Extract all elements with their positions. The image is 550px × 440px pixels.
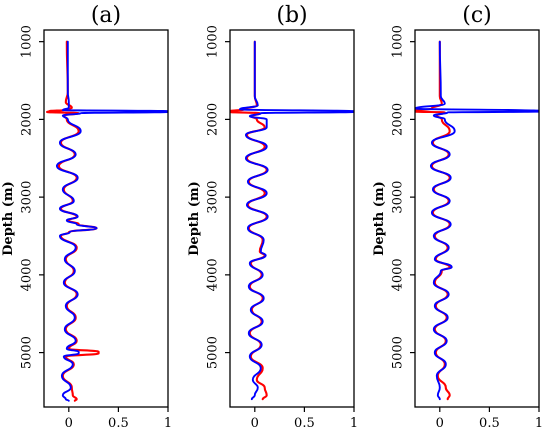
y-tick-label: 1000: [20, 25, 35, 58]
traces: [230, 40, 354, 401]
series-red-line: [45, 40, 100, 402]
y-tick-label: 3000: [391, 181, 406, 214]
panel-c: (c) Depth (m) 1000 2000 3000 4000 5000 0 0.5 1: [372, 3, 543, 431]
y-tick-label: 2000: [20, 103, 35, 136]
y-tick-label: 5000: [20, 336, 35, 369]
traces: [45, 40, 168, 402]
series-blue-line: [238, 40, 354, 401]
y-tick-label: 4000: [391, 258, 406, 291]
y-tick-label: 5000: [391, 336, 406, 369]
x-tick-label: 1: [164, 416, 172, 431]
y-axis-label: Depth (m): [187, 181, 202, 256]
y-tick-label: 2000: [206, 103, 221, 136]
x-tick-label: 0: [65, 416, 73, 431]
y-tick-label: 5000: [206, 336, 221, 369]
plot-frame: [414, 29, 540, 408]
traces: [415, 40, 539, 401]
x-tick-label: 1: [350, 416, 358, 431]
panel-title: (c): [462, 3, 492, 28]
y-tick-label: 2000: [391, 103, 406, 136]
series-blue-line: [55, 40, 168, 402]
y-tick-label: 1000: [206, 25, 221, 58]
y-axis-label: Depth (m): [1, 181, 16, 256]
panel-title: (b): [276, 3, 307, 28]
x-tick-label: 0.5: [108, 416, 129, 431]
y-tick-label: 4000: [206, 258, 221, 291]
x-tick-label: 0.5: [479, 416, 500, 431]
x-tick-label: 0: [436, 416, 444, 431]
panel-title: (a): [91, 3, 121, 28]
series-blue-line: [415, 40, 539, 401]
y-axis-label: Depth (m): [372, 181, 387, 256]
panel-b: (b) Depth (m) 1000 2000 3000 4000 5000 0 0.5 1: [187, 3, 358, 431]
y-tick-label: 4000: [20, 258, 35, 291]
x-tick-label: 0.5: [294, 416, 315, 431]
panel-a: (a) Depth (m) 1000 2000 3000 4000 5000 0 0.5 1: [1, 3, 172, 431]
x-tick-label: 1: [535, 416, 543, 431]
y-tick-label: 3000: [206, 181, 221, 214]
plot-frame: [229, 29, 355, 408]
y-tick-label: 1000: [391, 25, 406, 58]
y-tick-label: 3000: [20, 181, 35, 214]
x-tick-label: 0: [251, 416, 259, 431]
plot-frame: [43, 29, 169, 408]
